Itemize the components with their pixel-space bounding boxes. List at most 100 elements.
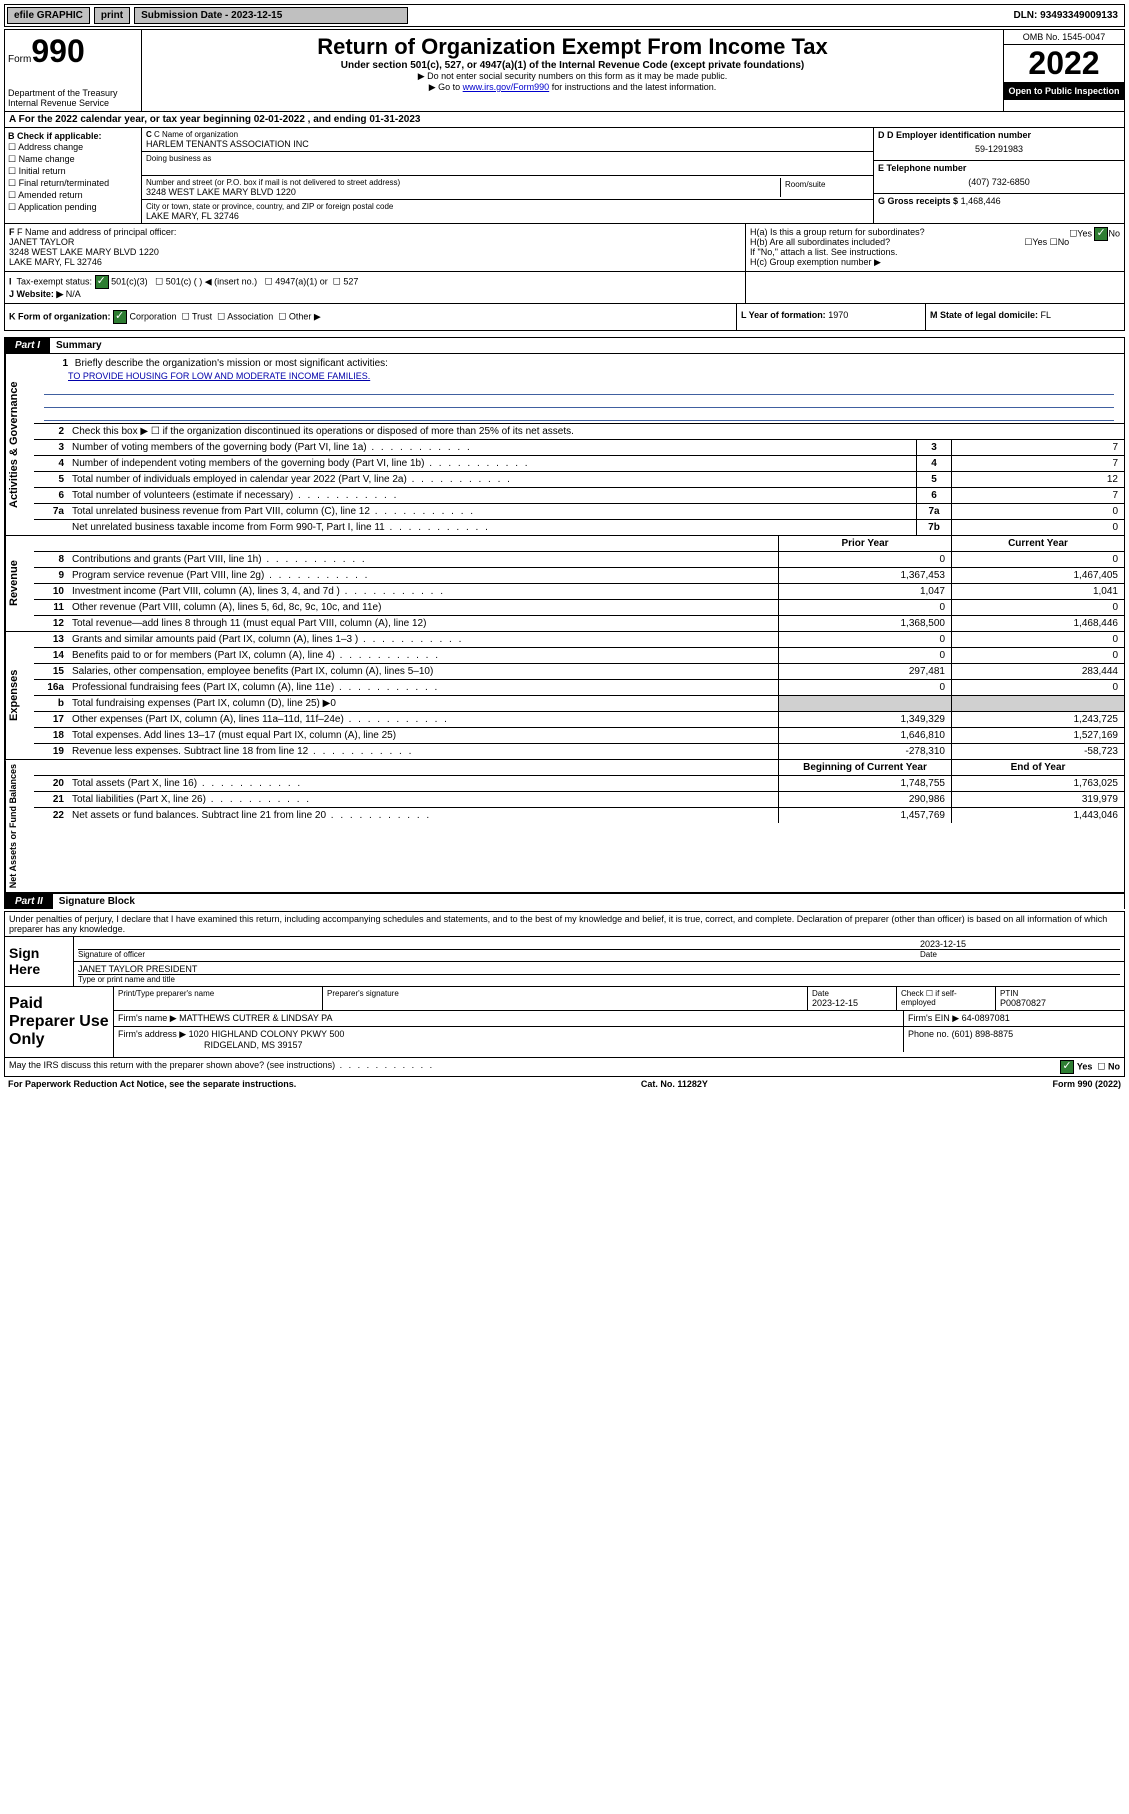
ptin-value: P00870827 [1000,998,1120,1008]
hb-row: H(b) Are all subordinates included? ☐Yes… [750,237,1120,247]
l19: Revenue less expenses. Subtract line 18 … [68,744,778,759]
row-a-text: A For the 2022 calendar year, or tax yea… [9,114,420,125]
c8: 0 [951,552,1124,567]
col-b: B Check if applicable: ☐ Address change … [5,128,142,223]
col-h: H(a) Is this a group return for subordin… [746,224,1124,271]
c16a: 0 [951,680,1124,695]
vlabel-net: Net Assets or Fund Balances [5,760,34,892]
irs-label: Internal Revenue Service [8,98,138,108]
self-emp-check[interactable]: Check ☐ if self-employed [897,987,996,1010]
p9: 1,367,453 [778,568,951,583]
row-m: M State of legal domicile: FL [926,304,1124,330]
form-prefix: Form [8,54,31,65]
c12: 1,468,446 [951,616,1124,631]
chk-name[interactable]: ☐ Name change [8,154,138,165]
chk-initial[interactable]: ☐ Initial return [8,166,138,177]
note-link: ▶ Go to www.irs.gov/Form990 for instruct… [146,82,999,93]
p19: -278,310 [778,744,951,759]
j-label: J Website: ▶ [9,289,63,299]
vlabel-rev: Revenue [5,536,34,631]
l2: Check this box ▶ ☐ if the organization d… [68,424,1124,439]
p17: 1,349,329 [778,712,951,727]
end-header: End of Year [951,760,1124,775]
c21: 319,979 [951,792,1124,807]
f-label: F Name and address of principal officer: [17,227,176,237]
print-button[interactable]: print [94,7,130,24]
exp-block: Expenses 13Grants and similar amounts pa… [4,632,1125,760]
ha-row: H(a) Is this a group return for subordin… [750,227,1120,237]
form-title: Return of Organization Exempt From Incom… [146,34,999,60]
row-i: I Tax-exempt status: 501(c)(3) ☐ 501(c) … [5,272,746,303]
c22: 1,443,046 [951,808,1124,823]
net-block: Net Assets or Fund Balances Beginning of… [4,760,1125,893]
col-b-label: B Check if applicable: [8,131,138,141]
type-label: Type or print name and title [78,974,1120,984]
part2-header: Part II Signature Block [4,893,1125,909]
officer-addr2: LAKE MARY, FL 32746 [9,257,741,267]
sign-here-label: Sign Here [5,937,74,986]
discuss-yes[interactable] [1060,1060,1074,1074]
firm-phone-label: Phone no. [908,1029,949,1039]
p16b [778,696,951,711]
prep-date-val: 2023-12-15 [812,998,892,1008]
prep-date-label: Date [812,989,892,998]
chk-501c3[interactable] [95,275,109,289]
sig-date-label: Date [920,949,1120,959]
website-value: N/A [66,289,81,299]
room-suite: Room/suite [780,178,869,197]
chk-final[interactable]: ☐ Final return/terminated [8,178,138,189]
cat-no: Cat. No. 11282Y [641,1079,708,1089]
rev-block: Revenue Prior YearCurrent Year 8Contribu… [4,536,1125,632]
open-public: Open to Public Inspection [1004,82,1124,100]
chk-pending[interactable]: ☐ Application pending [8,202,138,213]
c10: 1,041 [951,584,1124,599]
org-name: HARLEM TENANTS ASSOCIATION INC [146,139,869,149]
row-k: K Form of organization: Corporation ☐ Tr… [5,304,737,330]
begin-header: Beginning of Current Year [778,760,951,775]
p18: 1,646,810 [778,728,951,743]
prep-name-label: Print/Type preparer's name [118,989,318,998]
firm-addr2: RIDGELAND, MS 39157 [118,1040,303,1050]
header-left: Form990 Department of the Treasury Inter… [5,30,142,111]
row-a: A For the 2022 calendar year, or tax yea… [4,112,1125,128]
firm-name: MATTHEWS CUTRER & LINDSAY PA [179,1013,332,1023]
footer-last: For Paperwork Reduction Act Notice, see … [4,1077,1125,1091]
section-ij: I Tax-exempt status: 501(c)(3) ☐ 501(c) … [4,272,1125,304]
p10: 1,047 [778,584,951,599]
vlabel-gov: Activities & Governance [5,354,34,535]
current-header: Current Year [951,536,1124,551]
dln: DLN: 93493349009133 [1013,10,1122,21]
chk-amended[interactable]: ☐ Amended return [8,190,138,201]
v3: 7 [951,440,1124,455]
section-bcd: B Check if applicable: ☐ Address change … [4,128,1125,224]
p12: 1,368,500 [778,616,951,631]
officer-name-title: JANET TAYLOR PRESIDENT [78,964,1120,974]
chk-address[interactable]: ☐ Address change [8,142,138,153]
signature-block: Under penalties of perjury, I declare th… [4,911,1125,987]
part1-header: Part I Summary [4,337,1125,353]
street-address: 3248 WEST LAKE MARY BLVD 1220 [146,187,780,197]
c20: 1,763,025 [951,776,1124,791]
efile-label: efile GRAPHIC [7,7,90,24]
hb-note: If "No," attach a list. See instructions… [750,247,1120,257]
c18: 1,527,169 [951,728,1124,743]
gov-block: Activities & Governance 1 Briefly descri… [4,353,1125,536]
v6: 7 [951,488,1124,503]
l3: Number of voting members of the governin… [68,440,916,455]
header-right: OMB No. 1545-0047 2022 Open to Public In… [1003,30,1124,111]
c15: 283,444 [951,664,1124,679]
l13: Grants and similar amounts paid (Part IX… [68,632,778,647]
c13: 0 [951,632,1124,647]
chk-corp[interactable] [113,310,127,324]
p8: 0 [778,552,951,567]
l7a: Total unrelated business revenue from Pa… [68,504,916,519]
ein-label: D D Employer identification number [878,130,1120,140]
l9: Program service revenue (Part VIII, line… [68,568,778,583]
row-j-right [746,272,1124,303]
city-label: City or town, state or province, country… [146,202,869,211]
ha-no-check[interactable] [1094,227,1108,241]
l20: Total assets (Part X, line 16) [68,776,778,791]
irs-link[interactable]: www.irs.gov/Form990 [463,82,550,92]
firm-addr1: 1020 HIGHLAND COLONY PKWY 500 [189,1029,345,1039]
p20: 1,748,755 [778,776,951,791]
